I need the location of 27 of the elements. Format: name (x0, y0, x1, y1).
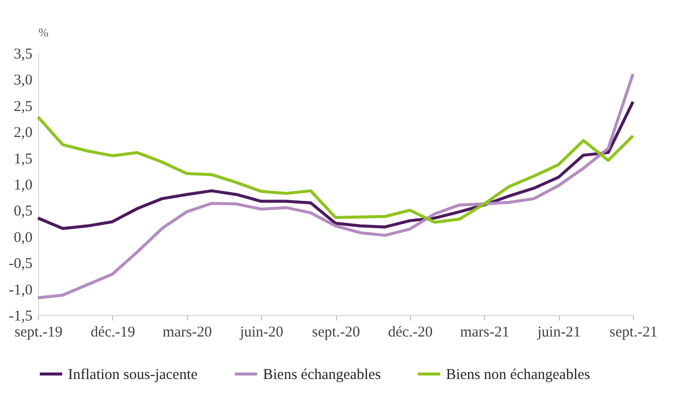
line-series (36, 115, 634, 224)
y-axis-title: % (38, 26, 48, 40)
x-tick-label: sept.-20 (312, 324, 360, 340)
legend-label: Biens non échangeables (446, 367, 590, 383)
y-tick-label: 3,5 (14, 46, 32, 62)
y-tick-label: 0,0 (14, 230, 32, 246)
line-series (36, 72, 634, 300)
legend-label: Biens échangeables (263, 367, 382, 383)
y-tick-label: 3,0 (14, 72, 32, 89)
y-tick-label: -0,5 (8, 256, 32, 272)
y-tick-label: 1,0 (14, 178, 32, 194)
x-tick-label: sept.-21 (610, 324, 658, 340)
x-tick-label: mars-20 (162, 324, 212, 340)
x-tick-label: déc.-19 (90, 324, 136, 340)
x-tick-label: juin-21 (536, 324, 581, 340)
y-tick-label: -1,5 (8, 308, 32, 324)
y-tick-label: 0,5 (14, 204, 32, 220)
line-series (36, 100, 634, 230)
y-tick-label: 1,5 (14, 151, 32, 168)
legend-label: Inflation sous-jacente (68, 367, 198, 383)
y-tick-label: 2,0 (14, 125, 32, 142)
x-tick-label: déc.-20 (388, 324, 433, 340)
x-tick-label: sept.-19 (14, 324, 62, 340)
y-tick-label: 2,5 (14, 98, 32, 115)
x-tick-label: juin-20 (238, 324, 284, 340)
y-tick-label: -1,0 (8, 282, 32, 298)
x-tick-label: mars-21 (460, 324, 510, 340)
